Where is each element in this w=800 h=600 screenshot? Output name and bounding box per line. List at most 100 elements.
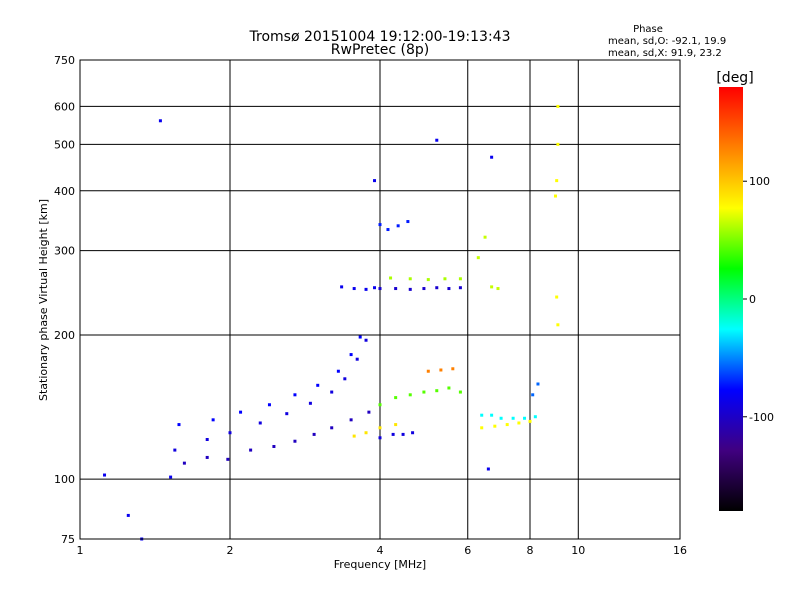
grid [80, 60, 680, 539]
data-point [435, 389, 439, 393]
data-point [394, 287, 398, 291]
y-tick-label: 75 [61, 533, 75, 546]
data-point [389, 276, 393, 280]
data-point [391, 432, 395, 436]
data-point [458, 286, 462, 290]
data-point [373, 286, 377, 290]
data-point [401, 432, 405, 436]
data-point [249, 448, 253, 452]
data-point [293, 393, 297, 397]
data-point [480, 413, 484, 417]
x-tick-label: 1 [77, 544, 84, 557]
data-point [378, 403, 382, 407]
data-point [408, 393, 412, 397]
data-point [373, 179, 377, 183]
data-point [173, 448, 177, 452]
data-point [352, 434, 356, 438]
data-point [378, 223, 382, 227]
data-point [126, 513, 130, 517]
chart-subtitle: RwPretec (8p) [331, 42, 429, 58]
y-tick-labels: 75 100 200 300 400 500 600 750 [54, 54, 75, 546]
data-point [517, 421, 521, 425]
colorbar-unit-label: [deg] [716, 70, 753, 86]
y-tick-label: 200 [54, 329, 75, 342]
data-point [396, 224, 400, 228]
data-point [211, 418, 215, 422]
data-point [533, 415, 537, 419]
data-point [330, 426, 334, 430]
data-point [555, 295, 559, 299]
data-point [394, 396, 398, 400]
data-point [343, 377, 347, 381]
data-point [408, 287, 412, 291]
data-point [169, 475, 173, 479]
data-point [158, 119, 162, 123]
data-point [182, 461, 186, 465]
data-point [378, 436, 382, 440]
colorbar-tick-label: -100 [749, 411, 774, 424]
x-tick-label: 10 [571, 544, 585, 557]
data-point [523, 416, 527, 420]
stats-x-line: mean, sd,X: 91.9, 23.2 [608, 48, 722, 59]
data-point [426, 369, 430, 373]
plot-frame [79, 59, 681, 540]
data-point [556, 323, 560, 327]
data-point [239, 410, 243, 414]
x-tick-label: 8 [527, 544, 534, 557]
data-point [364, 431, 368, 435]
colorbar-tick-label: 100 [749, 175, 770, 188]
data-point [406, 220, 410, 224]
data-point [205, 438, 209, 442]
colorbar-tick-label: 0 [749, 293, 756, 306]
data-point [378, 287, 382, 291]
data-point [480, 426, 484, 430]
data-point [272, 444, 276, 448]
scatter-points [103, 104, 560, 541]
data-point [258, 421, 262, 425]
data-point [493, 424, 497, 428]
chart-title: Tromsø 20151004 19:12:00-19:13:43 [249, 29, 511, 45]
data-point [505, 423, 509, 427]
data-point [447, 287, 451, 291]
stats-o-line: mean, sd,O: -92.1, 19.9 [608, 36, 726, 47]
data-point [531, 393, 535, 397]
data-point [458, 277, 462, 281]
data-point [364, 338, 368, 342]
colorbar-ticks: 100 0 -100 [743, 175, 774, 424]
y-tick-label: 600 [54, 100, 75, 113]
data-point [103, 473, 107, 477]
data-point [511, 416, 515, 420]
x-tick-label: 2 [227, 544, 234, 557]
data-point [293, 439, 297, 443]
data-point [483, 235, 487, 239]
y-tick-label: 400 [54, 185, 75, 198]
data-point [555, 179, 559, 183]
y-tick-label: 500 [54, 138, 75, 151]
data-point [308, 401, 312, 405]
data-point [367, 410, 371, 414]
data-point [177, 423, 181, 427]
data-point [486, 467, 490, 471]
data-point [499, 416, 503, 420]
data-point [316, 383, 320, 387]
data-point [349, 353, 353, 357]
data-point [352, 287, 356, 291]
data-point [267, 403, 271, 407]
data-point [422, 390, 426, 394]
data-point [435, 138, 439, 142]
x-tick-label: 16 [673, 544, 687, 557]
data-point [528, 419, 532, 423]
stats-heading: Phase [633, 24, 663, 35]
data-point [490, 155, 494, 159]
data-point [422, 287, 426, 291]
data-point [426, 278, 430, 282]
data-point [496, 287, 500, 291]
data-point [285, 412, 289, 416]
data-point [556, 142, 560, 146]
data-point [536, 382, 540, 386]
data-point [349, 418, 353, 422]
data-point [458, 390, 462, 394]
data-point [358, 335, 362, 339]
data-point [386, 228, 390, 232]
